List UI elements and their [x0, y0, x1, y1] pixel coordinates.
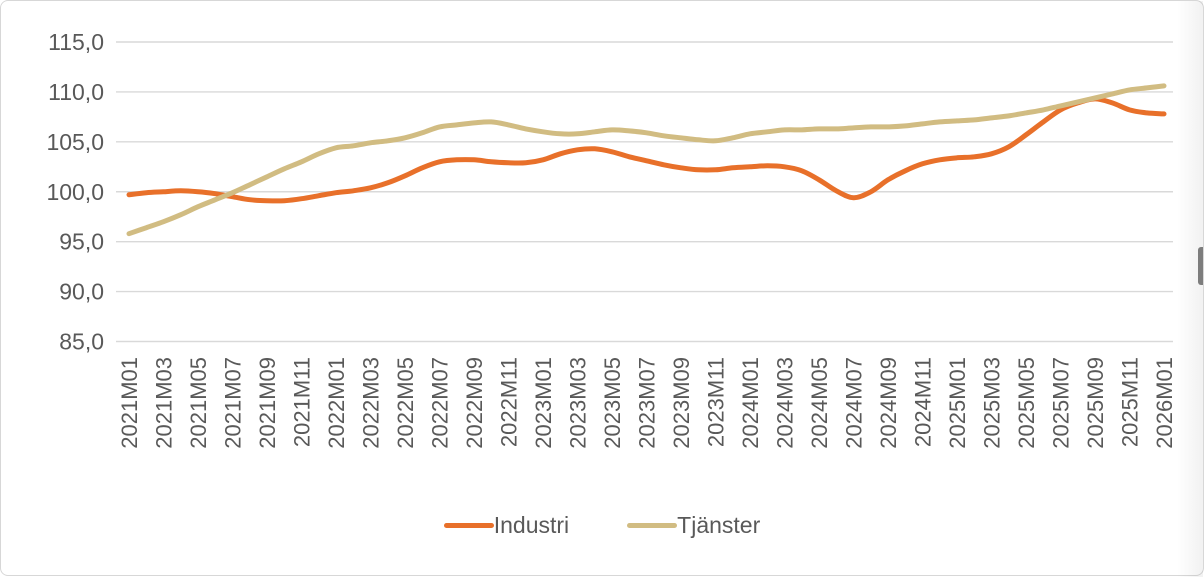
tjanster-legend-label: Tjänster	[677, 511, 761, 538]
x-axis-tick-label: 2022M09	[462, 357, 487, 449]
x-axis-tick-label: 2024M07	[842, 357, 867, 449]
industri-legend-label: Industri	[493, 511, 570, 538]
x-axis-tick-label: 2022M11	[497, 357, 522, 447]
x-axis-tick-label: 2022M05	[393, 357, 418, 449]
x-axis-tick-label: 2025M05	[1014, 357, 1039, 449]
tj-nster-line[interactable]	[126, 83, 1167, 237]
y-axis-tick-label: 105,0	[46, 129, 104, 155]
x-axis-tick-label: 2022M07	[428, 357, 453, 449]
x-axis-tick-label: 2021M01	[117, 357, 142, 449]
x-axis-tick-label: 2024M05	[807, 357, 832, 449]
y-axis-tick-label: 110,0	[48, 79, 104, 105]
x-axis-tick-label: 2025M11	[1118, 357, 1143, 447]
chart-legend: Industri Tjänster	[1, 501, 1203, 549]
x-axis-tick-label: 2023M09	[669, 357, 694, 449]
x-axis-tick-label: 2026M01	[1152, 357, 1177, 449]
legend-item-tjanster[interactable]: Tjänster	[627, 511, 761, 538]
x-axis-tick-label: 2025M01	[945, 357, 970, 449]
x-axis-tick-label: 2021M11	[290, 357, 315, 447]
x-axis-tick-label: 2025M09	[1083, 357, 1108, 449]
scrollbar-thumb[interactable]	[1198, 247, 1203, 285]
y-axis-tick-label: 95,0	[59, 229, 104, 255]
x-axis-tick-label: 2025M03	[980, 357, 1005, 449]
x-axis-tick-label: 2021M05	[186, 357, 211, 449]
tjanster-legend-swatch	[627, 522, 678, 528]
x-axis-tick-label: 2025M07	[1049, 357, 1074, 449]
line-chart: 85,0 90,0 95,0 100,0 105,0 110,0 115,0 2021M01 2…	[46, 29, 1177, 449]
x-axis-tick-label: 2023M11	[704, 357, 729, 447]
x-axis-tick-label: 2024M01	[738, 357, 763, 449]
x-axis-tick-label: 2021M09	[255, 357, 280, 449]
x-axis-tick-label: 2022M03	[359, 357, 384, 449]
x-axis-tick-label: 2022M01	[324, 357, 349, 449]
legend-item-industri[interactable]: Industri	[443, 511, 570, 538]
y-axis-tick-label: 85,0	[59, 329, 104, 355]
x-axis-tick-label: 2021M03	[152, 357, 177, 449]
x-axis-tick-label: 2023M05	[600, 357, 625, 449]
y-axis-tick-label: 90,0	[59, 279, 104, 305]
x-axis-tick-label: 2023M01	[531, 357, 556, 449]
x-axis-tick-label: 2021M07	[221, 357, 246, 449]
x-axis-tick-label: 2024M03	[773, 357, 798, 449]
industri-legend-swatch	[443, 522, 494, 528]
x-axis-tick-label: 2023M07	[635, 357, 660, 449]
x-axis-tick-label: 2023M03	[566, 357, 591, 449]
industri-line[interactable]	[126, 96, 1167, 204]
y-axis-tick-label: 100,0	[46, 179, 104, 205]
x-axis-tick-label: 2024M11	[911, 357, 936, 447]
x-axis-tick-label: 2024M09	[876, 357, 901, 449]
y-axis-tick-label: 115,0	[48, 29, 104, 55]
